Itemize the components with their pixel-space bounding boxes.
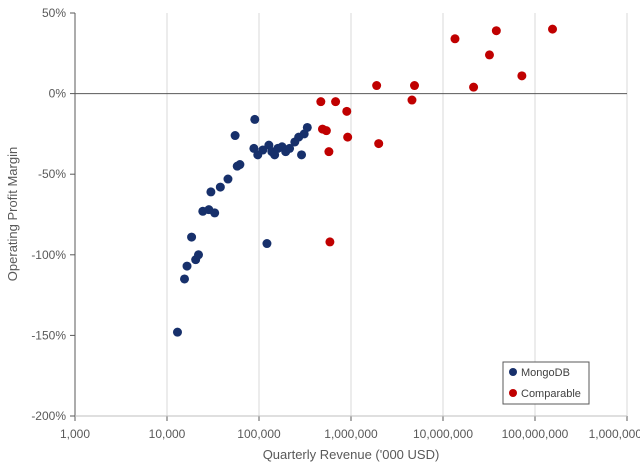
legend-box: [502, 361, 590, 405]
x-tick-label: 10,000,000: [413, 427, 473, 441]
point-comparable: [374, 139, 384, 149]
point-comparable: [316, 97, 326, 107]
y-tick-labels: 50% 0% -50% -100% -150% -200%: [31, 6, 66, 423]
point-comparable: [409, 81, 419, 91]
point-comparable: [324, 147, 334, 157]
legend: MongoDB Comparable: [502, 361, 590, 405]
x-tick-label: 1,000,000,000: [589, 427, 640, 441]
axes: [70, 12, 628, 421]
point-comparable: [343, 132, 353, 142]
legend-marker-comparable: [509, 389, 517, 397]
point-comparable: [484, 50, 494, 60]
point-comparable: [325, 237, 335, 247]
point-mongodb: [194, 250, 204, 260]
point-mongodb: [258, 145, 268, 155]
y-tick-label: 50%: [42, 6, 66, 20]
point-mongodb: [262, 239, 272, 249]
point-mongodb: [235, 160, 245, 170]
point-comparable: [491, 26, 501, 36]
y-axis-title: Operating Profit Margin: [5, 147, 20, 281]
point-mongodb: [250, 114, 260, 124]
x-tick-label: 1,000: [60, 427, 90, 441]
y-tick-label: 0%: [49, 87, 67, 101]
x-tick-label: 100,000: [237, 427, 281, 441]
y-tick-label: -50%: [38, 167, 66, 181]
point-comparable: [469, 82, 479, 92]
y-tick-label: -150%: [31, 328, 66, 342]
point-comparable: [517, 71, 527, 81]
point-mongodb: [180, 274, 190, 284]
point-mongodb: [172, 327, 182, 337]
point-mongodb: [206, 187, 216, 197]
point-mongodb: [210, 208, 220, 218]
data-points: [172, 24, 558, 337]
point-mongodb: [285, 143, 295, 153]
y-tick-label: -100%: [31, 248, 66, 262]
x-tick-label: 1,000,000: [324, 427, 378, 441]
point-mongodb: [215, 182, 225, 192]
point-mongodb: [187, 232, 197, 242]
point-mongodb: [230, 131, 240, 141]
y-tick-label: -200%: [31, 409, 66, 423]
point-comparable: [407, 95, 417, 105]
point-mongodb: [223, 174, 233, 184]
point-comparable: [372, 81, 382, 91]
point-mongodb: [182, 261, 192, 271]
point-mongodb: [302, 122, 312, 132]
x-tick-labels: 1,000 10,000 100,000 1,000,000 10,000,000 100…: [60, 427, 640, 441]
legend-marker-mongodb: [509, 368, 517, 376]
point-mongodb: [297, 150, 307, 160]
x-tick-label: 100,000,000: [502, 427, 569, 441]
point-comparable: [331, 97, 341, 107]
point-comparable: [548, 24, 558, 34]
point-comparable: [342, 106, 352, 116]
point-comparable: [321, 126, 331, 136]
legend-label-mongodb: MongoDB: [521, 367, 570, 379]
legend-label-comparable: Comparable: [521, 388, 581, 400]
gridlines: [166, 13, 628, 416]
point-mongodb: [249, 143, 259, 153]
point-comparable: [450, 34, 460, 44]
x-axis-title: Quarterly Revenue ('000 USD): [263, 447, 440, 462]
x-tick-label: 10,000: [149, 427, 186, 441]
